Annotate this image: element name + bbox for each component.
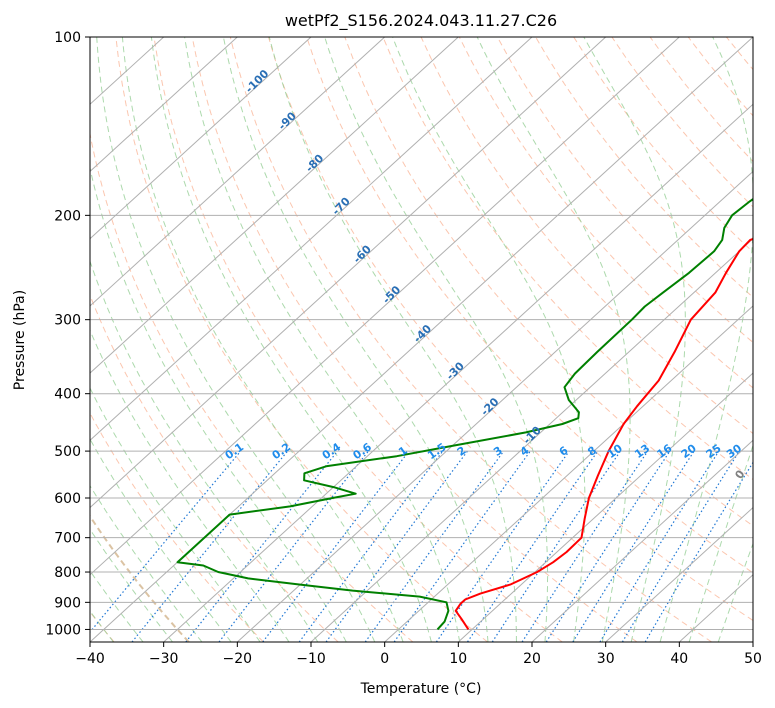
mixing-ratio-line (185, 450, 339, 642)
mixing-ratio-line (90, 450, 242, 633)
x-tick-label: 20 (523, 651, 541, 667)
x-tick-label: 0 (380, 651, 389, 667)
temperature-profile-line (454, 237, 753, 630)
mixing-ratio-line (262, 450, 410, 642)
isotherm-line (605, 506, 753, 642)
x-tick-label: 10 (449, 651, 467, 667)
isotherm-line (531, 439, 753, 642)
isotherm-line (90, 37, 607, 509)
y-axis-ticks: 100 200 300 400 500 600 700 800 900 1000 (45, 30, 90, 638)
isotherm-line (236, 170, 753, 642)
moist-adiabat-line (90, 438, 232, 642)
mixing-ratio-line (435, 450, 570, 642)
moist-adiabat-line (121, 37, 404, 642)
isotherm-line (163, 103, 753, 642)
dry-adiabat-line (153, 37, 563, 642)
moist-adiabat-line (184, 37, 461, 642)
moist-adiabat-line (688, 444, 753, 642)
x-axis-ticks: −40 −30 −20 −10 0 10 20 30 40 50 (75, 642, 762, 667)
moist-adiabat-line (90, 387, 261, 642)
profiles (176, 197, 753, 631)
isotherm-line (90, 37, 238, 173)
x-tick-label: −40 (75, 651, 105, 667)
x-axis-label: Temperature (°C) (360, 681, 482, 697)
y-axis-label: Pressure (hPa) (12, 290, 28, 390)
plot-area (90, 37, 753, 642)
y-tick-label: 300 (54, 313, 81, 329)
x-tick-label: −10 (296, 651, 326, 667)
x-tick-label: 40 (670, 651, 688, 667)
dry-adiabat-line (90, 514, 190, 642)
mixing-ratio-line (521, 450, 649, 642)
isobars (90, 37, 753, 630)
y-tick-label: 100 (54, 30, 81, 46)
moist-adiabat-line (90, 484, 203, 642)
mixing-ratio-line (325, 450, 468, 642)
isotherm-line (90, 37, 312, 240)
isotherm-line (90, 37, 680, 576)
moist-adiabat-line (150, 37, 432, 642)
dry-adiabat-line (535, 37, 753, 298)
x-tick-label: −20 (223, 651, 253, 667)
x-tick-label: −30 (149, 651, 179, 667)
y-tick-label: 900 (54, 595, 81, 611)
isotherm-line (310, 237, 753, 642)
moist-adiabat-line (222, 37, 489, 642)
moist-adiabat-line (392, 37, 586, 642)
dry-adiabat-line (306, 37, 753, 574)
moist-adiabat-line (268, 37, 517, 642)
mixing-ratio-line (545, 450, 671, 642)
plot-frame (89, 36, 754, 643)
y-tick-label: 200 (54, 208, 81, 224)
mixing-ratio-line (364, 450, 505, 642)
moist-adiabat-line (96, 37, 376, 642)
moist-adiabats (90, 37, 753, 642)
y-tick-label: 1000 (45, 622, 81, 638)
mixing-ratio-line (572, 450, 695, 642)
moist-adiabat-line (90, 528, 173, 642)
dry-adiabat-line (90, 131, 414, 642)
dry-adiabat-line (382, 37, 753, 481)
mixing-ratio-line (621, 450, 740, 642)
dewpoint-profile-line (176, 197, 753, 631)
isotherm-line (90, 37, 459, 374)
moist-adiabat-line (90, 165, 347, 642)
moist-adiabat-line (717, 542, 753, 642)
y-tick-label: 600 (54, 491, 81, 507)
moist-adiabat-line (324, 37, 549, 642)
y-tick-label: 500 (54, 444, 81, 460)
y-tick-label: 700 (54, 531, 81, 547)
isotherms (90, 37, 753, 642)
dry-adiabat-line (90, 412, 264, 642)
y-tick-label: 400 (54, 387, 81, 403)
isotherm-line (457, 372, 753, 642)
moist-adiabat-line (659, 37, 753, 642)
mixing-ratio-line (466, 450, 599, 642)
isotherm-line (384, 305, 753, 642)
dry-adiabat-line (268, 37, 753, 622)
x-tick-label: 50 (744, 651, 762, 667)
chart-title: wetPf2_S156.2024.043.11.27.C26 (285, 11, 557, 31)
moist-adiabat-line (476, 37, 631, 642)
isotherm-line (90, 37, 533, 442)
x-tick-label: 30 (597, 651, 615, 667)
moist-adiabat-line (583, 37, 686, 642)
dry-adiabat-line (496, 37, 753, 344)
moist-adiabat-line (90, 328, 290, 642)
isotherm-line (90, 37, 386, 307)
y-tick-label: 800 (54, 565, 81, 581)
moist-adiabat-line (90, 570, 144, 642)
mixing-ratio-line (298, 450, 444, 642)
moist-adiabat-line (90, 259, 319, 642)
